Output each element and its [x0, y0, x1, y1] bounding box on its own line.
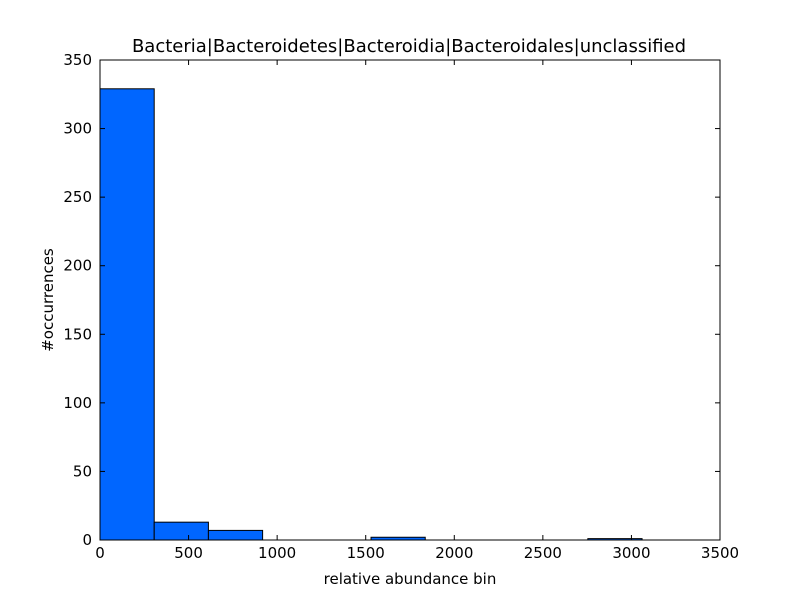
- histogram-bar: [207, 529, 264, 541]
- x-tick-label: 3000: [612, 544, 650, 562]
- y-tick-label: 300: [63, 120, 92, 138]
- x-tick-label: 3500: [701, 544, 739, 562]
- histogram-bar: [153, 521, 209, 541]
- y-tick-label: 0: [82, 531, 92, 549]
- y-axis-label: #occurrences: [39, 248, 57, 352]
- x-tick-label: 1500: [347, 544, 385, 562]
- ticks-group: 0 500 1000 1500 2000 2500 3000 3500 0 50 100 150 200…: [63, 51, 739, 562]
- y-tick-label: 100: [63, 394, 92, 412]
- bars-group: [99, 88, 643, 541]
- chart-title: Bacteria|Bacteroidetes|Bacteroidia|Bacte…: [132, 36, 686, 57]
- y-tick-label: 200: [63, 257, 92, 275]
- x-axis-label: relative abundance bin: [324, 570, 497, 588]
- y-tick-label: 50: [73, 462, 92, 480]
- y-tick-label: 350: [63, 51, 92, 69]
- x-tick-label: 1000: [258, 544, 296, 562]
- x-tick-label: 0: [95, 544, 105, 562]
- x-tick-label: 500: [174, 544, 203, 562]
- x-tick-label: 2000: [435, 544, 473, 562]
- plot-frame: [99, 59, 721, 541]
- y-tick-label: 250: [63, 188, 92, 206]
- x-tick-label: 2500: [524, 544, 562, 562]
- y-tick-label: 150: [63, 325, 92, 343]
- histogram-bar: [99, 88, 155, 541]
